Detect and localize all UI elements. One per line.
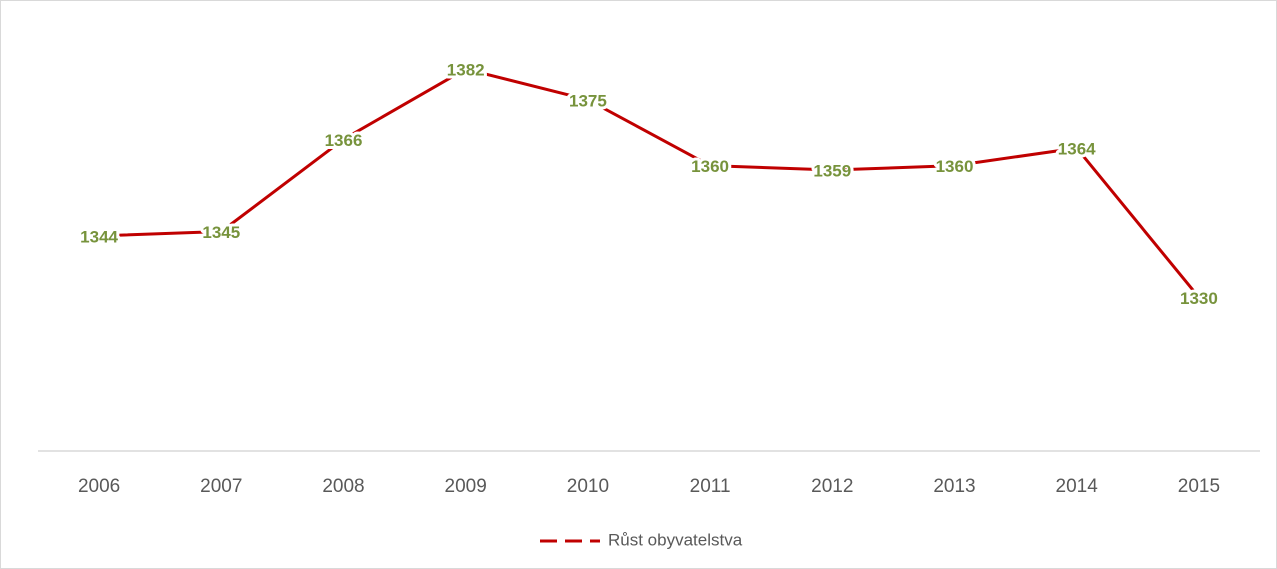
data-label: 1382	[447, 61, 485, 80]
data-label: 1366	[325, 131, 363, 150]
x-tick-label: 2012	[811, 476, 853, 497]
data-label: 1360	[936, 157, 974, 176]
legend-label: Růst obyvatelstva	[608, 530, 743, 549]
x-tick-label: 2008	[322, 476, 364, 497]
data-label: 1364	[1058, 140, 1096, 159]
data-label: 1345	[202, 223, 240, 242]
x-tick-label: 2009	[445, 476, 487, 497]
data-label: 1344	[80, 227, 118, 246]
x-tick-label: 2007	[200, 476, 242, 497]
x-tick-label: 2015	[1178, 476, 1220, 497]
data-label: 1375	[569, 91, 607, 110]
series-line	[99, 67, 1201, 299]
x-tick-label: 2014	[1056, 476, 1099, 497]
x-tick-label: 2010	[567, 476, 609, 497]
data-label: 1330	[1180, 289, 1218, 308]
x-tick-label: 2006	[78, 476, 120, 497]
x-tick-label: 2011	[690, 476, 731, 497]
x-tick-label: 2013	[933, 476, 975, 497]
data-label: 1360	[691, 157, 729, 176]
data-label: 1359	[813, 162, 851, 181]
